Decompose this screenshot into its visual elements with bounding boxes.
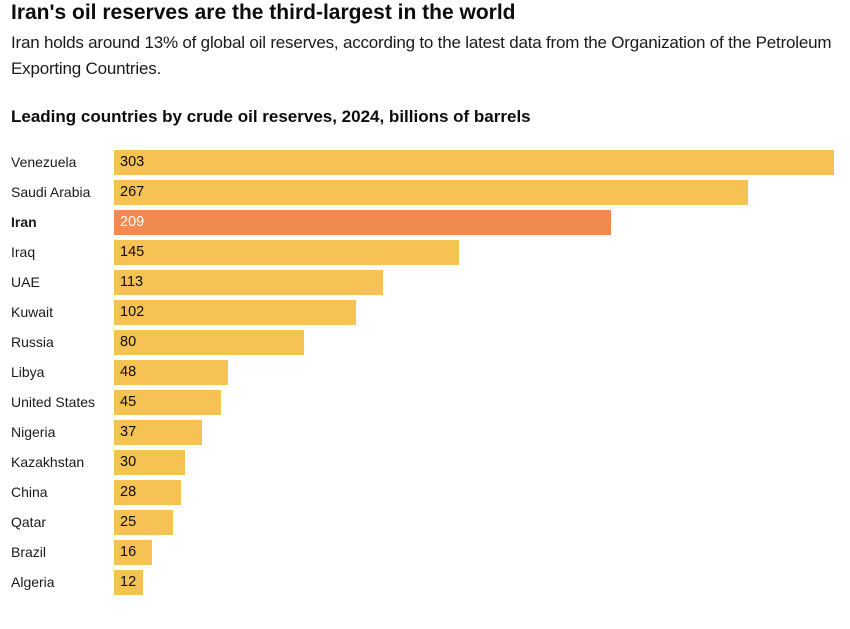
- chart-row: Nigeria 37: [11, 420, 839, 445]
- category-label: Libya: [11, 364, 45, 380]
- bar: 12: [114, 570, 143, 595]
- bar: 209: [114, 210, 611, 235]
- category-label: Iran: [11, 214, 37, 230]
- bar-track: 145: [114, 240, 834, 265]
- category-label: Iraq: [11, 244, 36, 260]
- value-label: 30: [120, 454, 137, 470]
- chart-title: Leading countries by crude oil reserves,…: [11, 107, 531, 126]
- bar: 113: [114, 270, 383, 295]
- category-label: UAE: [11, 274, 40, 290]
- value-label: 37: [120, 424, 137, 440]
- bar: 45: [114, 390, 221, 415]
- value-label: 25: [120, 514, 137, 530]
- bar: 25: [114, 510, 174, 535]
- bar: 30: [114, 450, 186, 475]
- chart-row: UAE 113: [11, 270, 839, 295]
- bar-track: 37: [114, 420, 834, 445]
- chart-row: Saudi Arabia 267: [11, 180, 839, 205]
- category-label: Russia: [11, 334, 54, 350]
- chart-row: Venezuela 303: [11, 150, 839, 175]
- bar: 28: [114, 480, 181, 505]
- chart-subtitle: Iran holds around 13% of global oil rese…: [11, 33, 832, 78]
- bar: 80: [114, 330, 305, 355]
- category-label: China: [11, 484, 48, 500]
- chart-row: United States 45: [11, 390, 839, 415]
- category-label: Kuwait: [11, 304, 54, 320]
- bar-track: 30: [114, 450, 834, 475]
- category-label: Venezuela: [11, 154, 77, 170]
- bar: 303: [114, 150, 834, 175]
- value-label: 16: [120, 544, 137, 560]
- bar-track: 12: [114, 570, 834, 595]
- chart-row: Brazil 16: [11, 540, 839, 565]
- bar-track: 45: [114, 390, 834, 415]
- chart-row: Algeria 12: [11, 570, 839, 595]
- bar: 267: [114, 180, 749, 205]
- bar-track: 209: [114, 210, 834, 235]
- category-label: Algeria: [11, 574, 55, 590]
- value-label: 45: [120, 394, 137, 410]
- chart-row: Iran 209: [11, 210, 839, 235]
- chart-headline: Iran's oil reserves are the third-larges…: [11, 1, 516, 24]
- chart-row: China 28: [11, 480, 839, 505]
- bar-track: 48: [114, 360, 834, 385]
- value-label: 28: [120, 484, 137, 500]
- bar-track: 102: [114, 300, 834, 325]
- bar-track: 16: [114, 540, 834, 565]
- bar: 102: [114, 300, 357, 325]
- bar: 145: [114, 240, 459, 265]
- value-label: 267: [120, 184, 145, 200]
- bar-track: 28: [114, 480, 834, 505]
- category-label: Nigeria: [11, 424, 56, 440]
- chart-row: Libya 48: [11, 360, 839, 385]
- bar-track: 80: [114, 330, 834, 355]
- bar-track: 303: [114, 150, 834, 175]
- bar-track: 267: [114, 180, 834, 205]
- value-label: 80: [120, 334, 137, 350]
- value-label: 113: [120, 274, 144, 290]
- bar-chart: Venezuela 303 Saudi Arabia 267 Iran 209 Iraq 14…: [11, 150, 839, 595]
- value-label: 12: [120, 574, 137, 590]
- chart-row: Kuwait 102: [11, 300, 839, 325]
- bar-track: 25: [114, 510, 834, 535]
- category-label: Kazakhstan: [11, 454, 85, 470]
- chart-row: Qatar 25: [11, 510, 839, 535]
- chart-row: Russia 80: [11, 330, 839, 355]
- bar: 37: [114, 420, 202, 445]
- category-label: Saudi Arabia: [11, 184, 91, 200]
- chart-row: Kazakhstan 30: [11, 450, 839, 475]
- value-label: 145: [120, 244, 145, 260]
- bar: 48: [114, 360, 229, 385]
- value-label: 303: [120, 154, 145, 170]
- value-label: 209: [120, 214, 145, 230]
- value-label: 102: [120, 304, 145, 320]
- bar: 16: [114, 540, 153, 565]
- bar-track: 113: [114, 270, 834, 295]
- category-label: Brazil: [11, 544, 47, 560]
- chart-container: Iran's oil reserves are the third-larges…: [11, 1, 839, 595]
- category-label: United States: [11, 394, 96, 410]
- category-label: Qatar: [11, 514, 47, 530]
- chart-row: Iraq 145: [11, 240, 839, 265]
- value-label: 48: [120, 364, 137, 380]
